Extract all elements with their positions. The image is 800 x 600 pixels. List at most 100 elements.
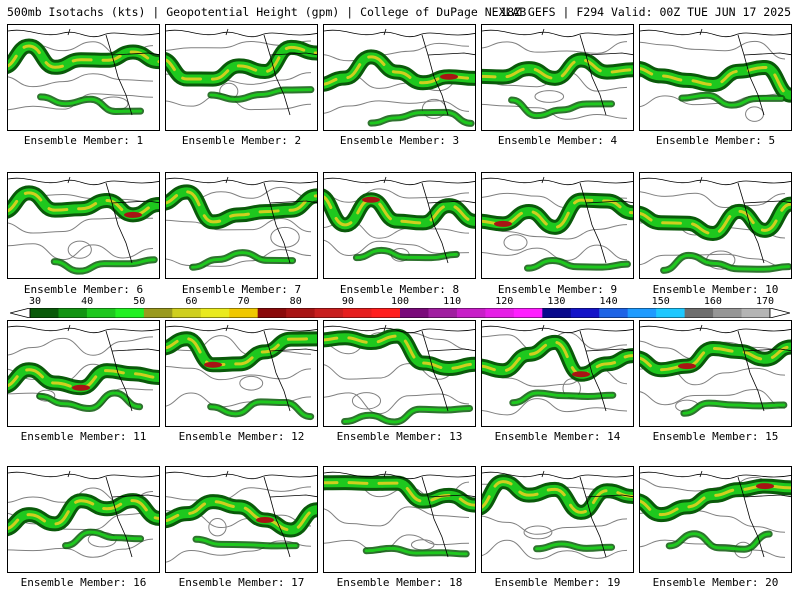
height-contour bbox=[166, 335, 312, 356]
jet-band bbox=[8, 41, 159, 72]
colorbar-swatch bbox=[684, 308, 714, 318]
colorbar-arrow-right bbox=[769, 308, 790, 318]
ensemble-member-label: Ensemble Member: 11 bbox=[20, 430, 147, 443]
ensemble-panel-3 bbox=[323, 24, 476, 131]
map-plot bbox=[166, 28, 317, 116]
jet-core bbox=[640, 202, 791, 236]
jet-max bbox=[362, 196, 380, 203]
jet-core bbox=[324, 481, 475, 507]
colorbar-tick-label: 50 bbox=[133, 296, 146, 307]
height-contour bbox=[482, 539, 628, 560]
colorbar-swatch bbox=[513, 308, 543, 318]
height-contour-low bbox=[67, 240, 92, 259]
jet-core bbox=[640, 65, 791, 97]
jet-band-secondary-core bbox=[191, 251, 295, 269]
jet-band-secondary-core bbox=[39, 95, 143, 114]
colorbar-tick-label: 120 bbox=[495, 296, 514, 307]
colorbar-tick-label: 150 bbox=[651, 296, 670, 307]
height-contour bbox=[640, 191, 786, 209]
ensemble-panel-13 bbox=[323, 320, 476, 427]
height-contour bbox=[482, 224, 628, 240]
map-plot bbox=[482, 470, 633, 560]
map-plot bbox=[482, 28, 633, 120]
map-plot bbox=[8, 28, 159, 116]
colorbar-swatch bbox=[30, 308, 59, 318]
jet-core bbox=[324, 195, 475, 227]
coastline bbox=[482, 324, 633, 412]
colorbar-tick-label: 170 bbox=[755, 296, 775, 307]
coastline bbox=[640, 176, 791, 264]
height-contour bbox=[324, 506, 470, 527]
height-contour bbox=[324, 534, 470, 553]
coastline bbox=[482, 176, 633, 264]
ensemble-panel-17 bbox=[165, 466, 318, 573]
colorbar-swatch bbox=[741, 308, 771, 318]
colorbar-tick-label: 60 bbox=[185, 296, 198, 307]
ensemble-panel-10 bbox=[639, 172, 792, 279]
ensemble-member-label: Ensemble Member: 6 bbox=[23, 283, 144, 296]
ensemble-panel-5 bbox=[639, 24, 792, 131]
jet-band-secondary-core bbox=[525, 258, 629, 270]
colorbar-swatch bbox=[485, 308, 515, 318]
ensemble-panel-15 bbox=[639, 320, 792, 427]
coastline bbox=[640, 470, 791, 558]
ensemble-member-label: Ensemble Member: 3 bbox=[339, 134, 460, 147]
map-plot bbox=[324, 28, 475, 127]
ensemble-member-label: Ensemble Member: 19 bbox=[494, 576, 621, 589]
jet-core bbox=[482, 198, 633, 229]
colorbar-tick-label: 30 bbox=[28, 296, 42, 307]
height-contour-low bbox=[351, 392, 382, 410]
colorbar-swatch bbox=[428, 308, 458, 318]
colorbar-tick-label: 90 bbox=[341, 296, 354, 307]
colorbar-tick-label: 80 bbox=[289, 296, 302, 307]
map-plot bbox=[324, 324, 475, 426]
height-contour bbox=[8, 336, 154, 356]
jet-max bbox=[440, 73, 458, 80]
height-contour bbox=[482, 515, 628, 535]
ensemble-panel-16 bbox=[7, 466, 160, 573]
map-plot bbox=[482, 176, 633, 272]
jet-core bbox=[8, 499, 159, 530]
coastline bbox=[482, 28, 633, 116]
coastline bbox=[324, 324, 475, 412]
jet-band-secondary-core bbox=[209, 88, 313, 101]
map-plot bbox=[166, 470, 317, 563]
jet-core bbox=[640, 345, 791, 372]
ensemble-panel-11 bbox=[7, 320, 160, 427]
map-plot bbox=[166, 176, 317, 271]
ensemble-member-label: Ensemble Member: 1 bbox=[23, 134, 144, 147]
jet-max bbox=[204, 361, 222, 368]
height-contour bbox=[324, 359, 470, 380]
header-valid-time: 18Z GEFS | F294 Valid: 00Z TUE JUN 17 20… bbox=[500, 5, 791, 19]
height-contour-low bbox=[745, 106, 764, 122]
jet-band-secondary-core bbox=[64, 530, 143, 548]
map-plot bbox=[482, 324, 633, 416]
ensemble-member-label: Ensemble Member: 20 bbox=[652, 576, 779, 589]
jet-band-secondary-core bbox=[38, 391, 142, 411]
ensemble-member-label: Ensemble Member: 4 bbox=[497, 134, 618, 147]
ensemble-panel-1 bbox=[7, 24, 160, 131]
map-header: 500mb Isotachs (kts) | Geopotential Heig… bbox=[7, 3, 793, 19]
coastline bbox=[8, 28, 159, 116]
jet-band-secondary-core bbox=[364, 546, 468, 556]
ensemble-member-label: Ensemble Member: 17 bbox=[178, 576, 305, 589]
jet-band-secondary-core bbox=[511, 391, 615, 405]
ensemble-panel-9 bbox=[481, 172, 634, 279]
height-contour bbox=[324, 100, 470, 114]
coastline bbox=[8, 176, 159, 264]
jet-band-secondary-core bbox=[680, 93, 784, 107]
jet-band-secondary-core bbox=[354, 248, 458, 260]
jet-band bbox=[482, 55, 633, 83]
jet-core bbox=[166, 337, 317, 367]
jet-core bbox=[166, 45, 317, 81]
ensemble-member-label: Ensemble Member: 10 bbox=[652, 283, 779, 296]
height-contour-low bbox=[503, 234, 528, 251]
colorbar-swatch bbox=[371, 308, 401, 318]
jet-max bbox=[572, 371, 590, 378]
jet-band bbox=[166, 497, 317, 535]
colorbar-tick-label: 110 bbox=[443, 296, 462, 307]
jet-core bbox=[8, 44, 159, 69]
coastline bbox=[166, 324, 317, 412]
ensemble-panel-4 bbox=[481, 24, 634, 131]
coastline bbox=[166, 470, 317, 558]
